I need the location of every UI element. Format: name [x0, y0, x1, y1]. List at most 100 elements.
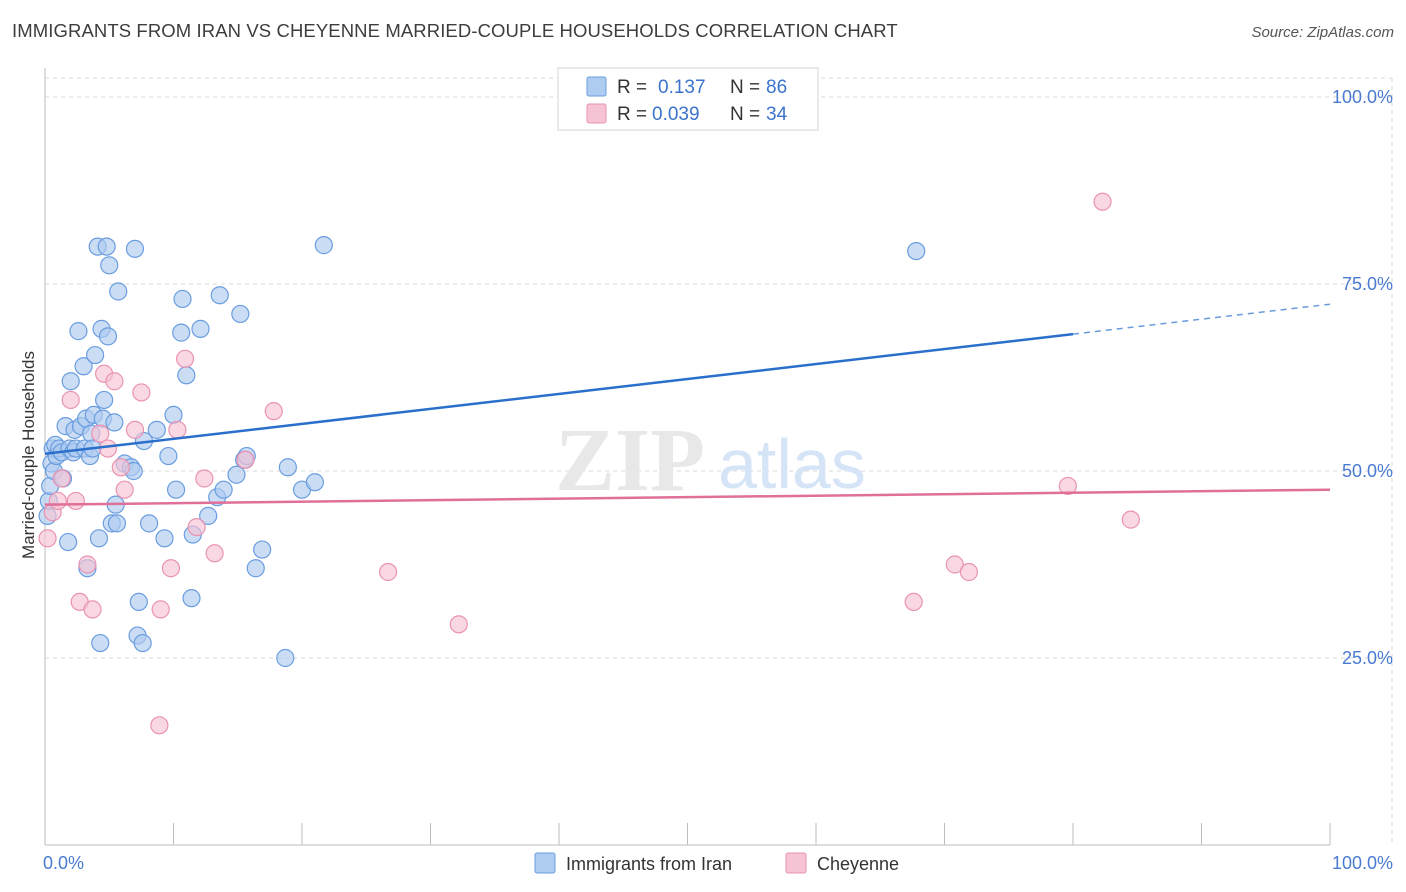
iran-point — [100, 256, 119, 275]
iran-point — [98, 327, 118, 346]
iran-point — [210, 286, 229, 305]
cheyenne-point — [378, 562, 398, 582]
iran-point — [139, 514, 159, 533]
iran-point — [314, 236, 333, 255]
iran-point — [107, 514, 127, 533]
legend-r-label: R = — [617, 104, 647, 125]
iran-point — [191, 319, 210, 338]
cheyenne-point — [38, 529, 57, 548]
cheyenne-point — [264, 402, 283, 421]
iran-point — [74, 357, 93, 376]
bottom-legend: Immigrants from Iran Cheyenne — [534, 852, 899, 874]
legend-r-value-cheyenne: 0.039 — [652, 104, 700, 125]
iran-point — [172, 323, 191, 342]
iran-point — [199, 506, 218, 525]
legend-n-value-cheyenne: 34 — [766, 104, 788, 125]
cheyenne-point — [168, 420, 187, 439]
x-tick-label-min: 0.0% — [43, 853, 84, 873]
legend: R = 0.137 N = 86 R = 0.039 N = 34 — [557, 67, 819, 131]
cheyenne-point — [98, 439, 118, 458]
cheyenne-point — [83, 600, 102, 619]
y-tick-label: 100.0% — [1332, 87, 1393, 107]
legend-n-label: N = — [730, 104, 760, 125]
iran-point — [164, 405, 183, 424]
iran-point — [86, 345, 105, 365]
watermark-atlas: atlas — [718, 425, 866, 503]
cheyenne-point — [52, 469, 71, 488]
iran-point — [278, 458, 297, 477]
iran-point — [89, 529, 109, 548]
tick-labels: 25.0% 50.0% 75.0% 100.0% 0.0% 100.0% — [43, 87, 1393, 873]
cheyenne-point — [205, 544, 224, 563]
cheyenne-point — [115, 480, 134, 499]
trend-line-iran-extension — [1072, 303, 1331, 335]
cheyenne-point — [945, 555, 964, 574]
cheyenne-point — [111, 458, 130, 477]
iran-point — [182, 589, 201, 608]
legend-swatch-iran — [586, 76, 607, 97]
iran-point — [69, 322, 88, 341]
y-tick-label: 25.0% — [1342, 648, 1393, 668]
trend-line-cheyenne — [44, 488, 1331, 506]
cheyenne-point — [132, 383, 151, 402]
iran-point — [166, 480, 186, 499]
iran-point — [129, 592, 148, 612]
legend-r-label: R = — [617, 77, 647, 98]
watermark: ZIP atlas — [555, 411, 866, 510]
iran-point — [907, 241, 926, 261]
axes — [44, 68, 1331, 846]
cheyenne-point — [959, 562, 979, 582]
source-credit: Source: ZipAtlas.com — [1251, 24, 1394, 41]
iran-point — [59, 532, 78, 552]
cheyenne-point — [151, 600, 170, 619]
cheyenne-point — [91, 424, 110, 443]
cheyenne-point — [125, 420, 145, 439]
bottom-legend-swatch-iran — [534, 852, 556, 874]
cheyenne-point — [161, 559, 181, 578]
iran-point — [97, 237, 116, 256]
iran-point — [231, 304, 250, 324]
legend-r-value-iran: 0.137 — [658, 77, 706, 98]
iran-point — [133, 633, 152, 653]
trend-line-iran — [44, 332, 1074, 456]
iran-point — [125, 239, 145, 258]
y-axis-title: Married-couple Households — [19, 351, 38, 559]
watermark-zip: ZIP — [555, 411, 705, 510]
trend-lines — [44, 303, 1331, 506]
bottom-legend-label-cheyenne: Cheyenne — [817, 854, 899, 874]
iran-point — [95, 390, 114, 410]
cheyenne-point — [66, 491, 85, 511]
iran-point — [159, 446, 178, 466]
x-tick-label-max: 100.0% — [1332, 853, 1393, 873]
chart-title: IMMIGRANTS FROM IRAN VS CHEYENNE MARRIED… — [12, 20, 898, 41]
iran-point — [91, 633, 110, 653]
cheyenne-point — [150, 716, 169, 735]
cheyenne-point — [105, 372, 124, 391]
iran-point — [155, 529, 174, 548]
cheyenne-point — [187, 517, 206, 537]
iran-point — [305, 473, 324, 492]
legend-n-label: N = — [730, 77, 760, 98]
iran-point — [246, 559, 265, 578]
legend-n-value-iran: 86 — [766, 77, 787, 98]
iran-point — [227, 465, 246, 484]
cheyenne-point — [236, 450, 255, 469]
iran-point — [214, 480, 233, 499]
iran-point — [147, 420, 166, 439]
cheyenne-point — [195, 469, 214, 488]
iran-point — [173, 289, 192, 309]
iran-point — [276, 648, 295, 668]
cheyenne-point — [904, 592, 923, 612]
cheyenne-point — [175, 349, 195, 368]
iran-point — [177, 366, 196, 385]
cheyenne-point — [1058, 476, 1077, 496]
cheyenne-point — [78, 555, 97, 574]
cheyenne-point — [449, 615, 468, 634]
legend-swatch-cheyenne — [586, 103, 607, 124]
iran-point — [61, 372, 80, 391]
cheyenne-point — [61, 390, 80, 410]
bottom-legend-label-iran: Immigrants from Iran — [566, 854, 732, 874]
cheyenne-point — [1093, 192, 1112, 211]
iran-point — [253, 540, 272, 559]
